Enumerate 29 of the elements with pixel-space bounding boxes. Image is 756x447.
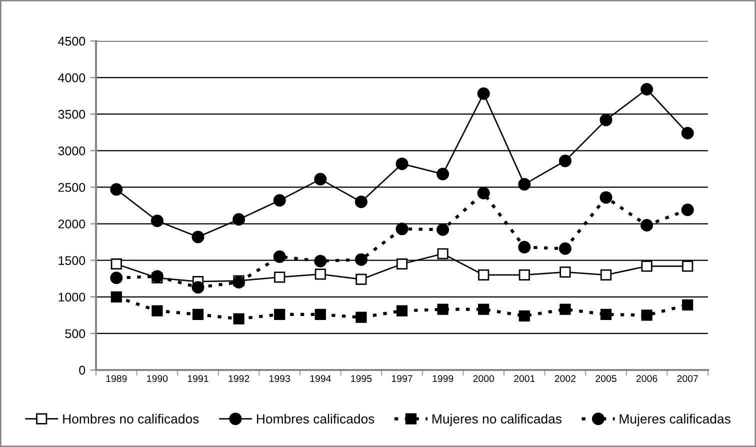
x-tick-label: 2000 [473,375,494,382]
x-tick-label: 2002 [554,375,576,382]
legend-label: Mujeres calificadas [620,414,730,426]
y-tick-label: 4500 [58,36,86,46]
y-tick-label: 3500 [58,110,86,119]
x-tick-label: 2005 [596,375,616,382]
legend-label: Hombres no calificados [63,414,199,424]
y-tick-label: 0 [79,366,86,375]
x-tick-label: 1989 [106,375,127,382]
y-tick-label: 500 [65,329,86,338]
x-tick-label: 1993 [270,375,290,382]
y-tick-label: 1500 [58,256,86,265]
y-tick-label: 2500 [58,183,86,192]
y-tick-label: 1000 [58,292,86,302]
x-tick-label: 1991 [188,375,208,382]
x-tick-label: 1999 [432,375,454,382]
x-tick-label: 2007 [677,375,698,382]
x-tick-label: 1990 [147,375,168,382]
x-tick-label: 1992 [228,375,250,382]
x-tick-label: 2006 [636,375,658,382]
x-tick-label: 1995 [351,375,372,382]
x-tick-label: 1997 [392,375,412,382]
legend-label: Mujeres no calificadas [432,414,562,426]
x-tick-label: 2001 [514,375,535,382]
y-tick-label: 2000 [58,220,86,228]
legend-label: Hombres calificados [256,414,374,424]
x-tick-label: 1994 [310,375,331,382]
y-tick-label: 3000 [58,146,86,156]
y-tick-label: 4000 [58,73,86,82]
